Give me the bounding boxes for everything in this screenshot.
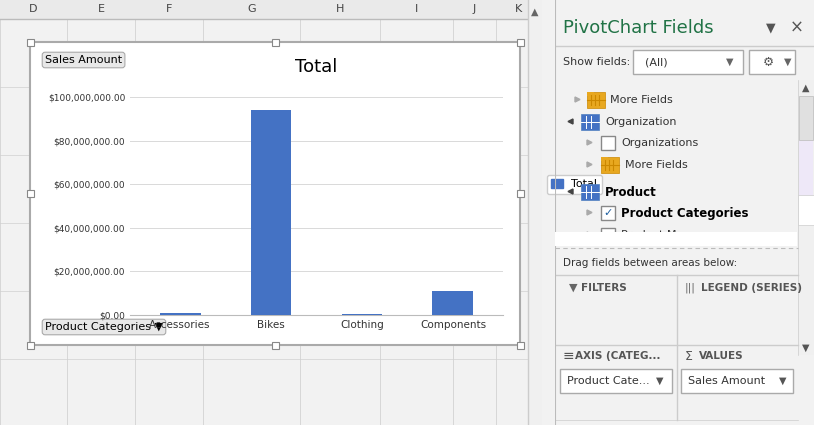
Polygon shape bbox=[568, 189, 573, 194]
Bar bbox=[681, 369, 793, 393]
Text: Organization: Organization bbox=[605, 117, 676, 127]
Bar bbox=[528, 0, 542, 425]
Bar bbox=[799, 140, 813, 220]
Text: Organizations: Organizations bbox=[621, 138, 698, 148]
Bar bbox=[0, 0, 542, 19]
Bar bbox=[601, 228, 615, 242]
FancyBboxPatch shape bbox=[587, 92, 605, 108]
Text: Product Categories ▼: Product Categories ▼ bbox=[45, 322, 163, 332]
Text: Product Mo...: Product Mo... bbox=[621, 230, 694, 240]
Bar bbox=[27, 342, 33, 348]
Text: ▲: ▲ bbox=[532, 7, 539, 17]
Text: G: G bbox=[247, 4, 256, 14]
Text: ▲: ▲ bbox=[803, 83, 810, 93]
Text: E: E bbox=[98, 4, 104, 14]
Polygon shape bbox=[587, 232, 592, 237]
Bar bbox=[587, 92, 594, 96]
Title: Total: Total bbox=[295, 58, 338, 76]
Text: PivotChart Fields: PivotChart Fields bbox=[563, 19, 714, 37]
Text: F: F bbox=[166, 4, 173, 14]
Text: ▼: ▼ bbox=[726, 57, 733, 67]
Text: Product Categories: Product Categories bbox=[621, 207, 749, 219]
Text: ▼: ▼ bbox=[779, 376, 787, 386]
Text: ≡: ≡ bbox=[563, 349, 575, 363]
Bar bbox=[30, 42, 520, 345]
Bar bbox=[555, 232, 797, 246]
Text: Product Cate...: Product Cate... bbox=[567, 376, 650, 386]
Bar bbox=[251, 110, 291, 315]
FancyBboxPatch shape bbox=[601, 157, 619, 173]
Text: ×: × bbox=[790, 19, 804, 37]
Text: Show fields:: Show fields: bbox=[563, 57, 630, 67]
Text: More Fields: More Fields bbox=[625, 160, 688, 170]
Bar bbox=[799, 96, 813, 140]
Polygon shape bbox=[568, 119, 573, 124]
Bar bbox=[581, 184, 599, 200]
Bar bbox=[517, 190, 523, 197]
Bar bbox=[601, 136, 615, 150]
Bar bbox=[517, 342, 523, 348]
Text: VALUES: VALUES bbox=[699, 351, 744, 361]
Text: (All): (All) bbox=[645, 57, 667, 67]
Bar bbox=[342, 314, 383, 315]
Bar bbox=[601, 206, 615, 220]
Polygon shape bbox=[575, 97, 580, 102]
Bar bbox=[517, 39, 523, 45]
Text: AXIS (CATEG...: AXIS (CATEG... bbox=[575, 351, 660, 361]
Text: J: J bbox=[473, 4, 476, 14]
Bar bbox=[798, 80, 814, 355]
Text: Sales Amount: Sales Amount bbox=[45, 55, 122, 65]
Bar bbox=[27, 39, 33, 45]
Text: LEGEND (SERIES): LEGEND (SERIES) bbox=[701, 283, 802, 293]
Bar bbox=[601, 157, 608, 161]
Bar bbox=[272, 342, 278, 348]
Text: FILTERS: FILTERS bbox=[581, 283, 627, 293]
Text: Product: Product bbox=[605, 185, 657, 198]
Text: More Fields: More Fields bbox=[610, 95, 672, 105]
Bar bbox=[749, 50, 795, 74]
Bar bbox=[581, 114, 599, 130]
Polygon shape bbox=[587, 162, 592, 167]
Text: Drag fields between areas below:: Drag fields between areas below: bbox=[563, 258, 737, 268]
Text: ⚙: ⚙ bbox=[763, 56, 773, 68]
Bar bbox=[798, 195, 814, 225]
Text: ▼: ▼ bbox=[569, 283, 577, 293]
Text: H: H bbox=[336, 4, 344, 14]
Bar bbox=[560, 369, 672, 393]
Text: ▼: ▼ bbox=[803, 343, 810, 353]
Bar bbox=[432, 291, 474, 315]
Text: K: K bbox=[515, 4, 523, 14]
Polygon shape bbox=[587, 140, 592, 145]
Polygon shape bbox=[587, 210, 592, 215]
Text: Sales Amount: Sales Amount bbox=[688, 376, 765, 386]
Bar bbox=[27, 190, 33, 197]
Text: Σ: Σ bbox=[685, 349, 693, 363]
Text: ▼: ▼ bbox=[656, 376, 663, 386]
Bar bbox=[633, 50, 743, 74]
Bar bbox=[160, 314, 200, 315]
Bar bbox=[272, 39, 278, 45]
Text: |||: ||| bbox=[685, 283, 696, 293]
Text: ✓: ✓ bbox=[603, 208, 613, 218]
Text: ▼: ▼ bbox=[766, 22, 776, 34]
Text: I: I bbox=[415, 4, 418, 14]
Text: D: D bbox=[29, 4, 37, 14]
Legend: Total: Total bbox=[547, 175, 602, 194]
Text: ▼: ▼ bbox=[784, 57, 792, 67]
